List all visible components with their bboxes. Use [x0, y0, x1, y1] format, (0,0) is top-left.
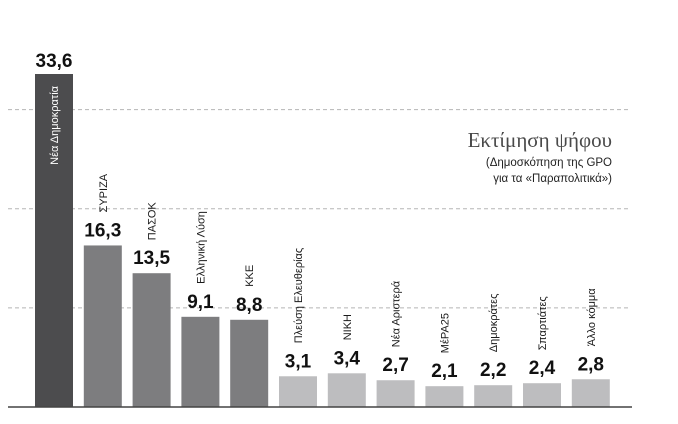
- value-label: 2,4: [529, 358, 556, 379]
- value-label: 13,5: [133, 248, 170, 269]
- bar: [35, 74, 73, 407]
- category-label: Νέα Αριστερά: [391, 280, 403, 347]
- bar: [523, 383, 561, 407]
- value-label: 9,1: [187, 292, 214, 313]
- category-label: ΝΙΚΗ: [342, 314, 354, 340]
- chart-title: Εκτίμηση ψήφου: [468, 128, 612, 152]
- value-label: 3,4: [334, 348, 361, 369]
- bars: [35, 74, 610, 407]
- value-label: 8,8: [236, 295, 262, 316]
- value-labels: 33,6 16,3 13,5 9,1 8,8 3,1 3,4 2,7 2,1 2,2 2,4 2,8: [36, 51, 605, 382]
- bar: [425, 386, 464, 407]
- chart-subtitle-line-1: (Δημοσκόπηση της GPO: [486, 157, 612, 169]
- bar: [571, 379, 610, 407]
- category-label: Δημοκράτες: [488, 294, 500, 353]
- value-label: 33,6: [36, 51, 73, 72]
- bar: [327, 373, 366, 407]
- category-labels: Νέα Δημοκρατία ΣΥΡΙΖΑ ΠΑΣΟΚ Ελληνική Λύση ΚΚ…: [49, 85, 598, 353]
- category-label: ΣΥΡΙΖΑ: [98, 173, 110, 212]
- bar: [230, 319, 269, 407]
- bar: [376, 380, 415, 407]
- value-label: 2,8: [578, 354, 604, 375]
- bar: [474, 385, 513, 407]
- category-label: Ελληνική Λύση: [195, 211, 207, 284]
- value-label: 2,7: [382, 355, 408, 376]
- value-label: 3,1: [285, 351, 312, 372]
- bar: [181, 316, 220, 407]
- category-label: Άλλο κόμμα: [586, 288, 598, 347]
- category-label: ΚΚΕ: [244, 265, 256, 287]
- value-label: 2,2: [480, 360, 506, 381]
- value-label: 2,1: [431, 361, 458, 382]
- bar: [279, 376, 317, 407]
- value-label: 16,3: [84, 220, 121, 241]
- category-label: ΠΑΣΟΚ: [147, 202, 159, 241]
- category-label: Νέα Δημοκρατία: [49, 85, 61, 164]
- bar: [132, 273, 171, 407]
- category-label: Πλεύση Ελευθερίας: [293, 248, 305, 343]
- chart-subtitle-line-2: για τα «Παραπολιτικά»): [493, 173, 612, 185]
- category-label: ΜέΡΑ25: [439, 313, 451, 353]
- bar: [83, 245, 122, 407]
- gridlines: [8, 109, 630, 309]
- category-label: Σπαρτιάτες: [537, 296, 549, 350]
